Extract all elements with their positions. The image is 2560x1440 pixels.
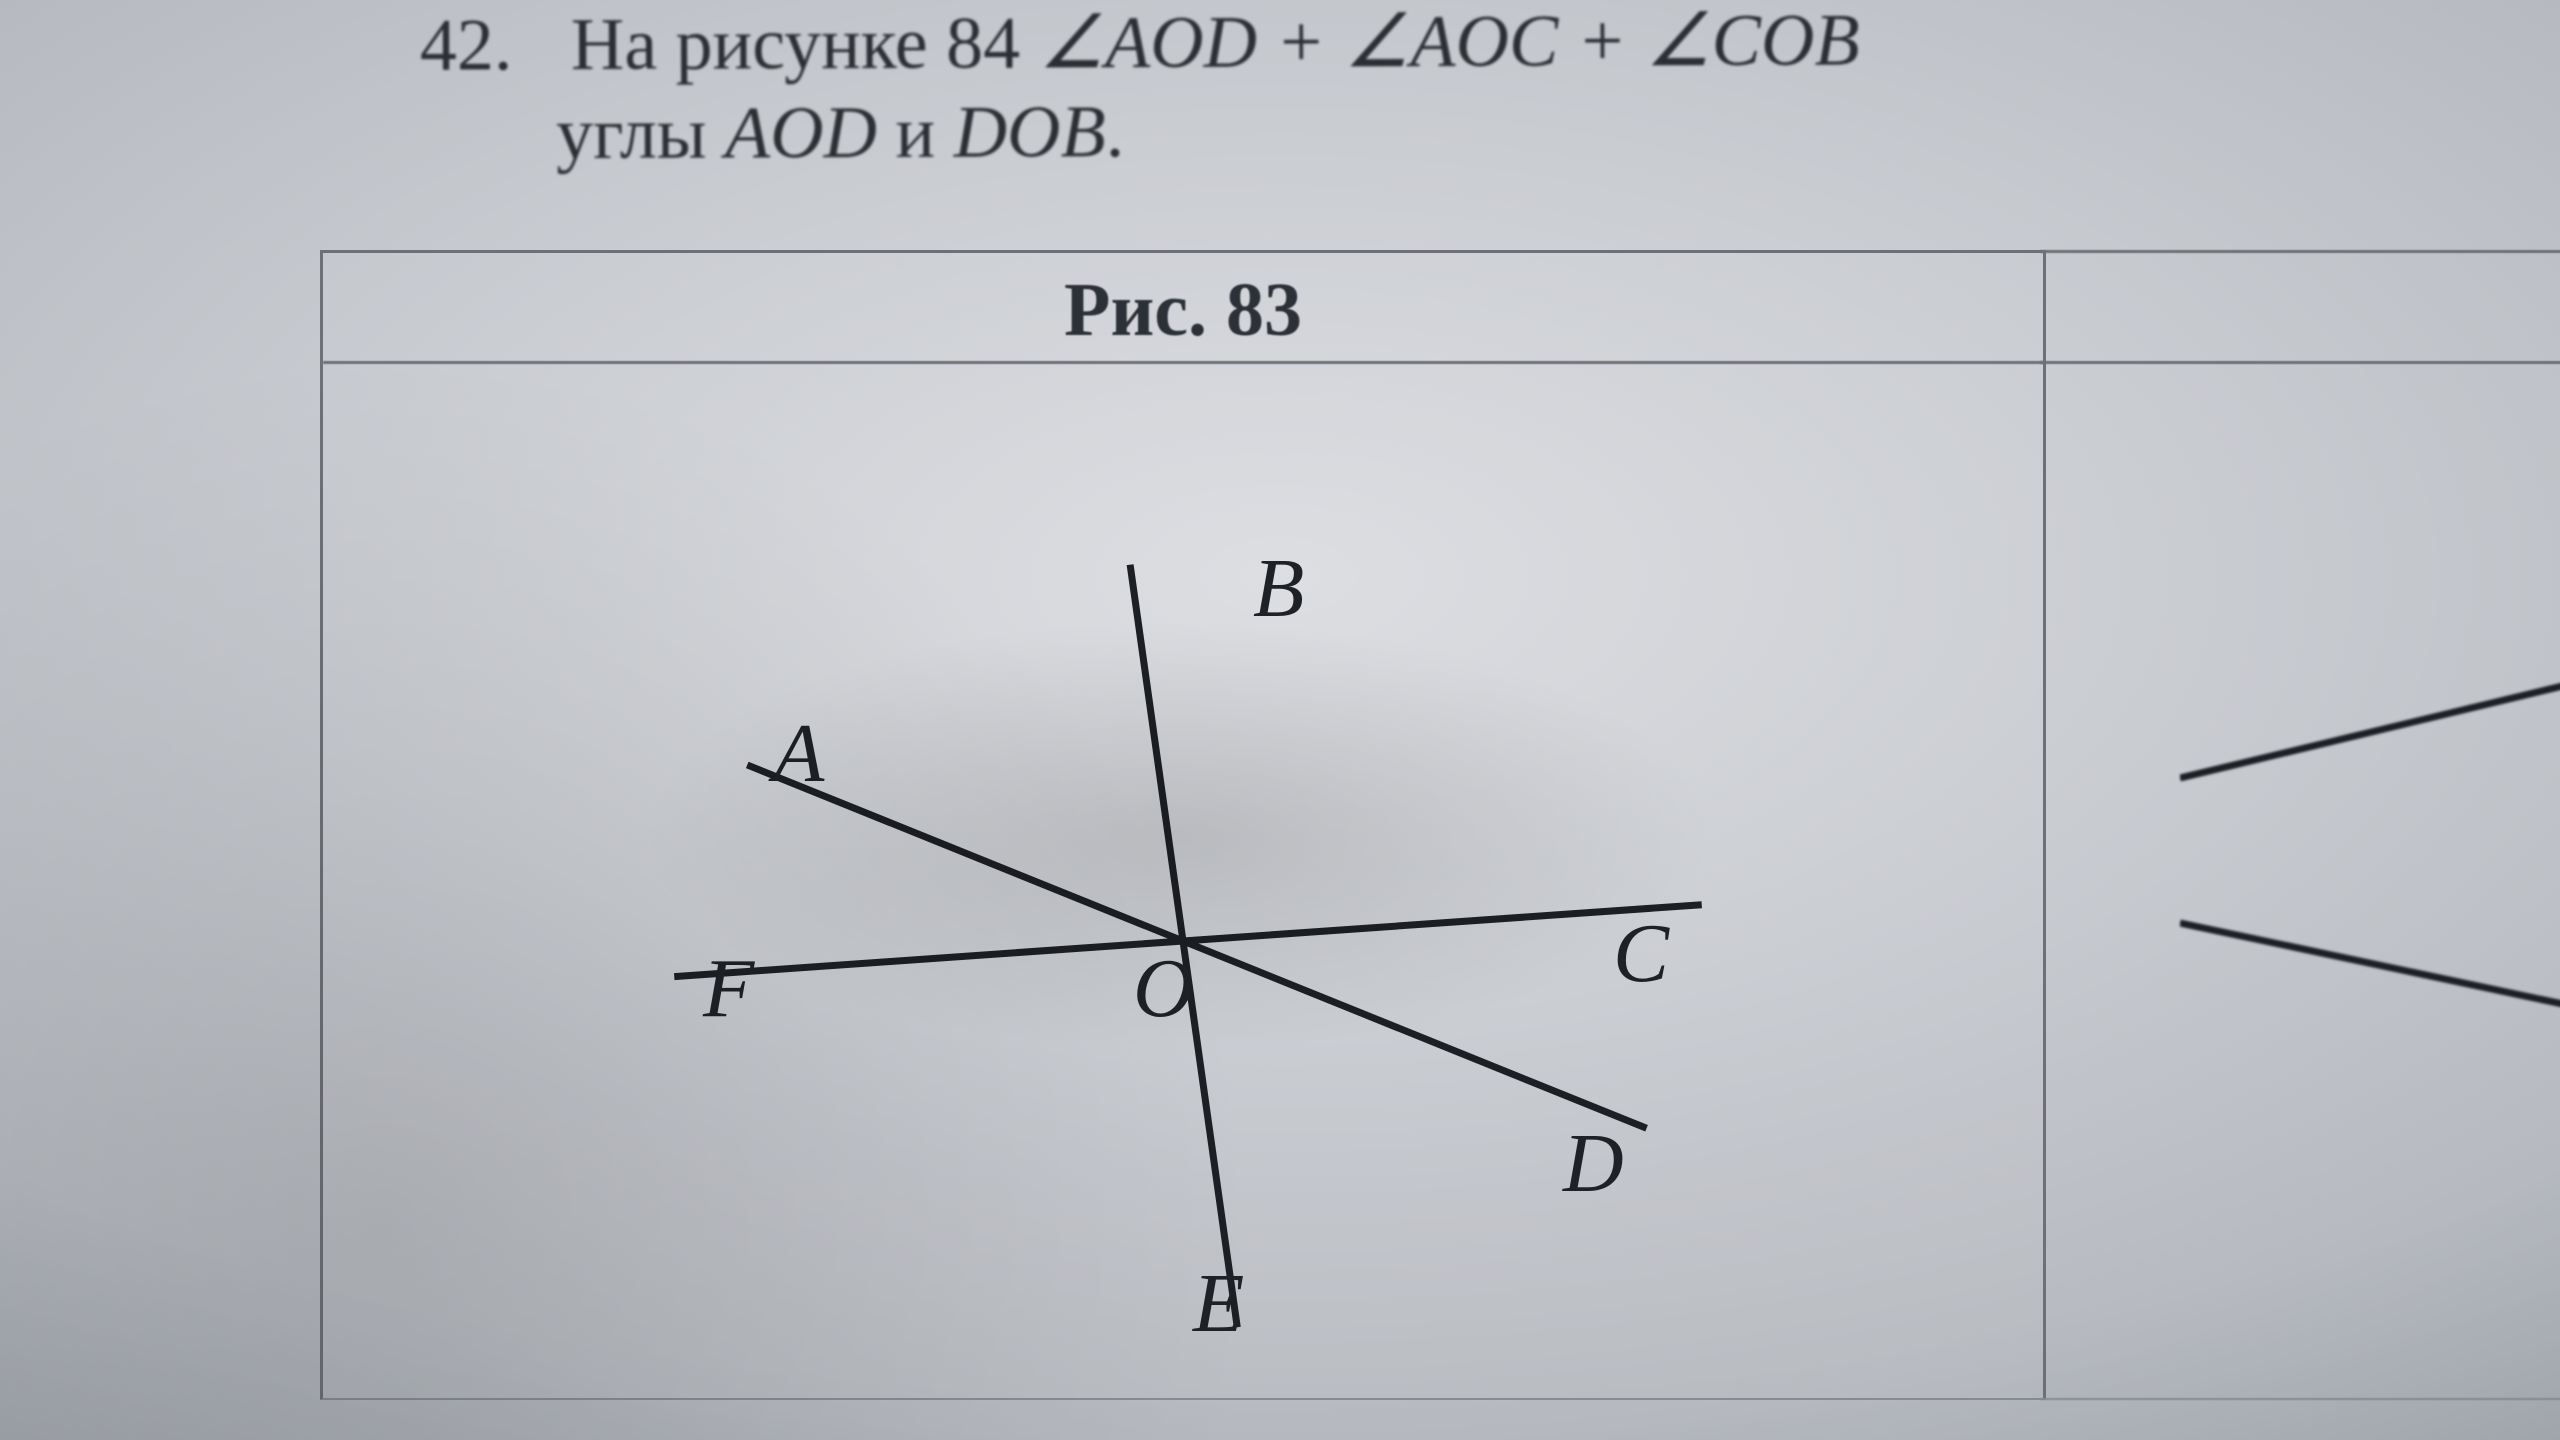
problem-line2-em1: AOD: [725, 92, 877, 175]
line-AD: [747, 765, 1646, 1128]
problem-line1-math: ∠AOD + ∠AOC + ∠COB: [1039, 0, 1860, 84]
figure-83-diagram: A B C D E F O: [323, 361, 2043, 1401]
figure-83-title: Рис. 83: [323, 267, 2043, 354]
label-C: C: [1613, 907, 1670, 1000]
problem-number: 42.: [420, 3, 513, 88]
right-line-2: [2180, 923, 2560, 1033]
page: 42. На рисунке 84 ∠AOD + ∠AOC + ∠COB угл…: [0, 0, 2560, 1440]
problem-line2-suffix: .: [1106, 91, 1125, 173]
problem-line2-em2: DOB: [953, 91, 1105, 174]
problem-text: 42. На рисунке 84 ∠AOD + ∠AOC + ∠COB угл…: [420, 0, 2501, 178]
label-E: E: [1192, 1257, 1244, 1350]
problem-line2-mid: и: [877, 92, 954, 174]
label-D: D: [1562, 1117, 1624, 1210]
label-O: O: [1133, 942, 1194, 1035]
right-line-1: [2180, 653, 2560, 778]
figure-right-diagram: AD: [2180, 593, 2560, 1113]
figure-right-cell: Р AD: [2040, 250, 2560, 1400]
label-B: B: [1253, 542, 1304, 635]
problem-line2-prefix: углы: [556, 93, 725, 176]
figure-right-header-rule: [2040, 361, 2560, 364]
label-A: A: [768, 707, 825, 800]
problem-line1-prefix: На рисунке 84: [571, 2, 1039, 86]
label-F: F: [702, 942, 756, 1035]
figure-row: Рис. 83 A B C D E F O Р AD: [320, 250, 2560, 1400]
figure-83-cell: Рис. 83 A B C D E F O: [320, 250, 2046, 1400]
